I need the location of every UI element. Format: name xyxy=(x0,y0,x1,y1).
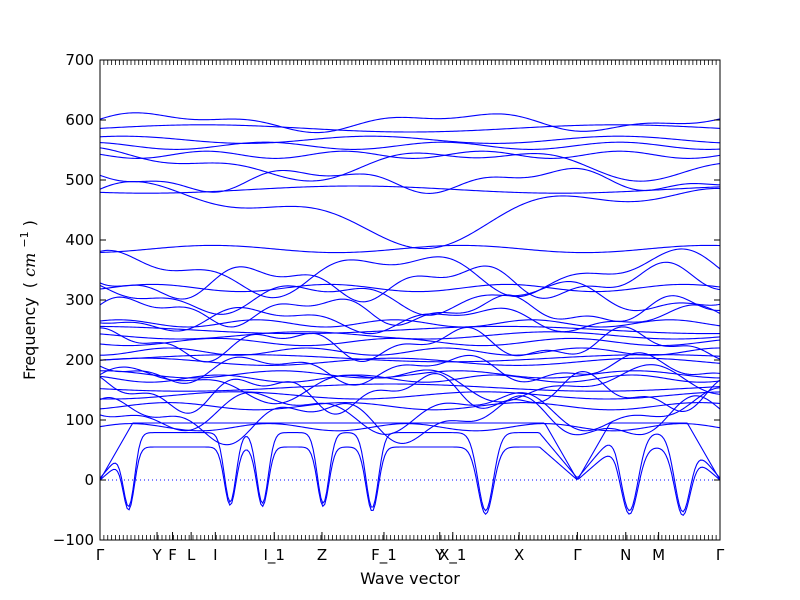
band-lines xyxy=(99,112,721,517)
x-tick-label: Y xyxy=(151,546,162,564)
phonon-branch-dispersive xyxy=(99,248,721,299)
x-tick-label: X xyxy=(514,546,524,564)
phonon-branch-dispersive xyxy=(99,326,721,363)
minor-x-ticks xyxy=(99,60,721,540)
phonon-branch-dispersive xyxy=(99,181,721,250)
y-tick-label: 500 xyxy=(65,171,94,189)
phonon-branch-flat xyxy=(99,124,721,133)
phonon-branch-flat xyxy=(99,185,721,194)
phonon-branch-flat xyxy=(99,370,721,379)
x-tick-label: Γ xyxy=(716,546,725,564)
x-axis: Γ Y F L I I_1 Z F_1 YX_1 X Γ N M Γ xyxy=(96,532,725,565)
phonon-branch-dispersive xyxy=(99,371,721,415)
y-tick-label: 0 xyxy=(84,471,94,489)
y-tick-label: 400 xyxy=(65,231,94,249)
x-tick-label: Z xyxy=(317,546,327,564)
acoustic-branch xyxy=(99,432,721,513)
phonon-branch-flat xyxy=(99,354,721,363)
x-tick-label: X_1 xyxy=(439,546,466,565)
phonon-branch-dispersive xyxy=(99,147,721,182)
phonon-branch-dispersive xyxy=(99,112,721,134)
phonon-branch-dispersive xyxy=(99,280,721,316)
phonon-branch-flat xyxy=(99,337,721,347)
phonon-branch-flat xyxy=(99,141,721,150)
phonon-branch-dispersive xyxy=(99,364,721,405)
y-axis-unit-exp: −1 xyxy=(18,231,31,247)
y-axis-unit-base: cm xyxy=(20,253,39,277)
phonon-branch-flat xyxy=(99,325,721,335)
phonon-branch-flat xyxy=(99,283,721,293)
phonon-branch-dispersive xyxy=(99,395,721,446)
phonon-branch-dispersive xyxy=(99,304,721,335)
y-tick-label: 700 xyxy=(65,51,94,69)
phonon-branch-flat xyxy=(99,383,721,392)
x-axis-title: Wave vector xyxy=(360,569,460,588)
x-tick-label: M xyxy=(652,546,665,564)
y-tick-label: −100 xyxy=(53,531,94,549)
x-tick-label: L xyxy=(187,546,196,564)
phonon-branch-flat xyxy=(99,319,721,328)
y-axis-title-main: Frequency xyxy=(20,297,39,380)
x-tick-label: F_1 xyxy=(371,546,397,565)
x-tick-label: I xyxy=(213,546,217,564)
x-tick-label: Y xyxy=(434,546,445,564)
y-axis-title: Frequency ( cm −1 ) xyxy=(13,220,39,380)
y-tick-label: 200 xyxy=(65,351,94,369)
y-axis: −100 0 100 200 300 400 500 600 700 xyxy=(53,51,720,549)
phonon-branch-dispersive xyxy=(99,261,721,303)
phonon-branch-flat xyxy=(99,244,721,254)
x-tick-label: Γ xyxy=(573,546,582,564)
phonon-branch-flat xyxy=(99,347,721,356)
y-axis-unit-open: ( xyxy=(20,282,39,288)
y-axis-unit-close: ) xyxy=(20,220,39,226)
phonon-branch-dispersive xyxy=(99,167,721,194)
y-tick-label: 100 xyxy=(65,411,94,429)
acoustic-branch xyxy=(99,446,721,517)
phonon-branch-flat xyxy=(99,150,721,159)
x-tick-label: N xyxy=(620,546,631,564)
acoustic-branch xyxy=(99,422,721,481)
phonon-branch-flat xyxy=(99,391,721,400)
phonon-branch-dispersive xyxy=(99,352,721,386)
x-tick-label: F xyxy=(168,546,177,564)
x-tick-label: Γ xyxy=(96,546,105,564)
x-tick-label: I_1 xyxy=(263,546,284,565)
phonon-branch-flat xyxy=(99,135,721,144)
y-tick-label: 600 xyxy=(65,111,94,129)
y-tick-label: 300 xyxy=(65,291,94,309)
